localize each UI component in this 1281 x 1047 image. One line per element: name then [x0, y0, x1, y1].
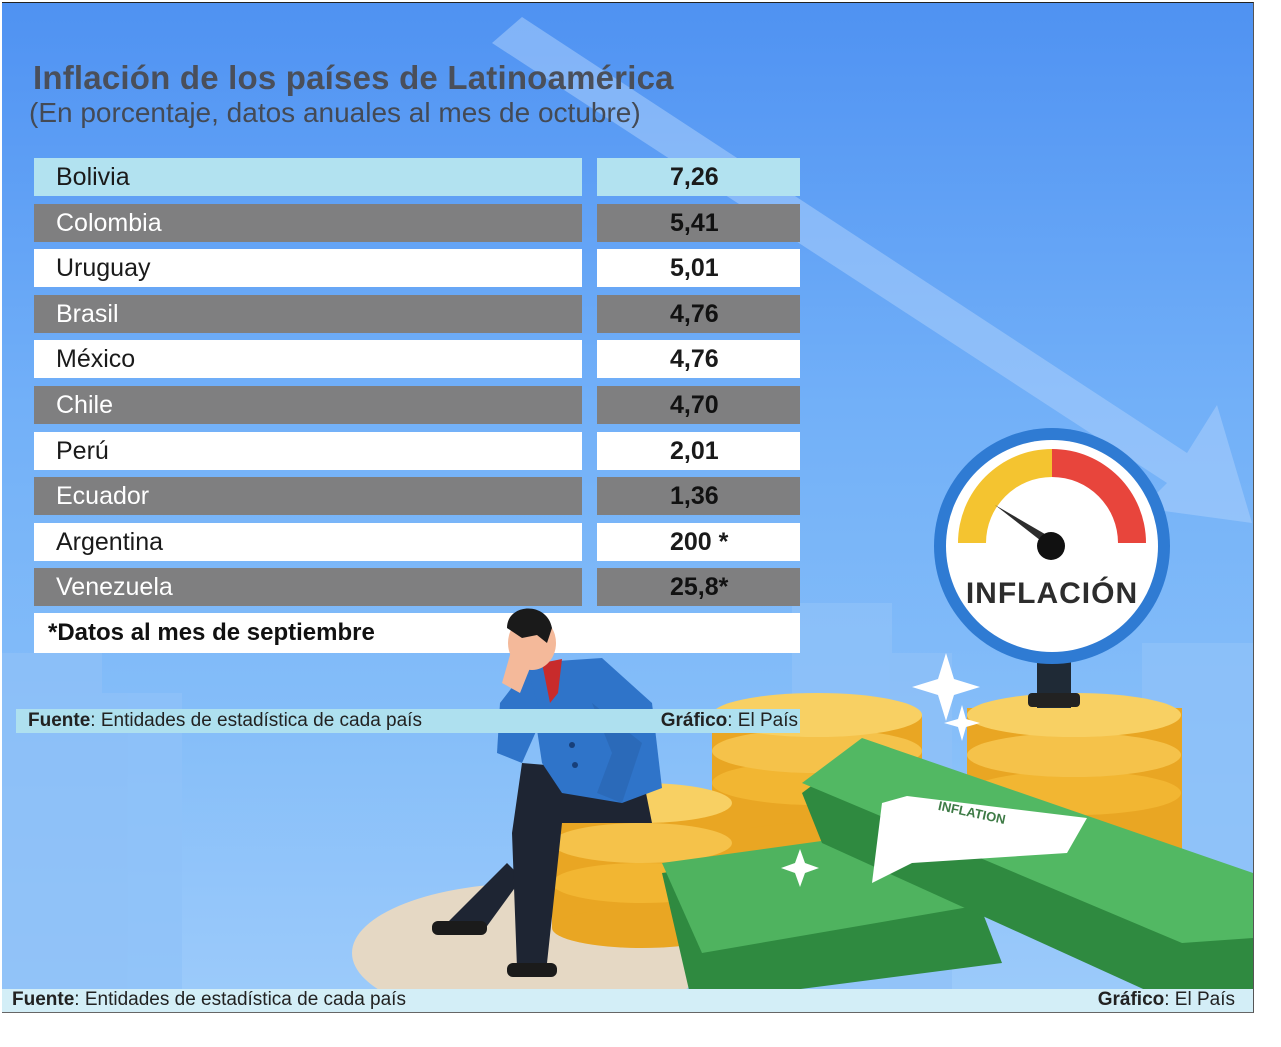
country-label: Brasil — [56, 300, 119, 328]
credit-key: Gráfico — [660, 710, 728, 731]
country-cell: Venezuela — [34, 568, 582, 606]
country-cell: Bolivia — [34, 158, 582, 196]
credit-line: Gráfico: El País — [661, 710, 798, 732]
table-row: Uruguay 5,01 — [34, 249, 800, 287]
table-row: Perú 2,01 — [34, 432, 800, 470]
country-cell: Perú — [34, 432, 582, 470]
value-cell: 4,76 — [597, 295, 800, 333]
table-row: Chile 4,70 — [34, 386, 800, 424]
footer-source-key: Fuente — [12, 989, 75, 1010]
inflation-value: 25,8* — [670, 573, 729, 601]
value-cell: 4,76 — [597, 340, 800, 378]
table-footnote: *Datos al mes de septiembre — [34, 613, 800, 653]
country-label: Colombia — [56, 209, 162, 237]
country-label: Perú — [56, 437, 109, 465]
value-cell: 2,01 — [597, 432, 800, 470]
value-cell: 1,36 — [597, 477, 800, 515]
country-cell: Chile — [34, 386, 582, 424]
table-row: Venezuela 25,8* — [34, 568, 800, 606]
table-row: Argentina 200 * — [34, 523, 800, 561]
country-label: Uruguay — [56, 254, 151, 282]
source-text: : Entidades de estadística de cada país — [90, 710, 422, 731]
foreground-illustration: INFLATION — [432, 428, 1253, 1003]
country-cell: Uruguay — [34, 249, 582, 287]
footer-bar: Fuente: Entidades de estadística de cada… — [2, 989, 1253, 1012]
inflation-value: 4,76 — [670, 300, 719, 328]
inflation-value: 5,41 — [670, 209, 719, 237]
country-label: Ecuador — [56, 482, 150, 510]
footnote-text: *Datos al mes de septiembre — [48, 619, 375, 646]
table-row: Brasil 4,76 — [34, 295, 800, 333]
country-label: Bolivia — [56, 163, 130, 191]
inflation-value: 4,76 — [670, 345, 719, 373]
source-key: Fuente — [28, 710, 91, 731]
inflation-value: 7,26 — [670, 163, 719, 191]
country-label: Argentina — [56, 528, 164, 556]
value-cell: 4,70 — [597, 386, 800, 424]
source-credit-box: Fuente: Entidades de estadística de cada… — [16, 709, 800, 733]
footer-credit: Gráfico: El País — [1098, 989, 1235, 1011]
chart-title: Inflación de los países de Latinoamérica — [33, 59, 674, 96]
gauge-label: INFLACIÓN — [965, 577, 1139, 610]
sparkle-icons — [781, 653, 980, 887]
inflation-value: 4,70 — [670, 391, 719, 419]
inflation-gauge — [934, 428, 1170, 708]
credit-text: : El País — [727, 710, 798, 731]
value-cell: 200 * — [597, 523, 800, 561]
table-row: Ecuador 1,36 — [34, 477, 800, 515]
country-cell: Ecuador — [34, 477, 582, 515]
inflation-value: 200 * — [670, 528, 729, 556]
country-label: Chile — [56, 391, 113, 419]
footer-source: Fuente: Entidades de estadística de cada… — [12, 989, 406, 1011]
country-cell: Colombia — [34, 204, 582, 242]
inflation-value: 2,01 — [670, 437, 719, 465]
country-label: Venezuela — [56, 573, 173, 601]
inflation-value: 5,01 — [670, 254, 719, 282]
country-cell: Argentina — [34, 523, 582, 561]
value-cell: 5,01 — [597, 249, 800, 287]
money-stack-right — [802, 738, 1253, 993]
country-cell: Brasil — [34, 295, 582, 333]
table-row: Bolivia 7,26 — [34, 158, 800, 196]
footer-credit-key: Gráfico — [1097, 989, 1165, 1010]
value-cell: 25,8* — [597, 568, 800, 606]
country-label: México — [56, 345, 136, 373]
footer-credit-text: : El País — [1164, 989, 1235, 1010]
chart-subtitle: (En porcentaje, datos anuales al mes de … — [29, 97, 641, 128]
background-trend-arrow — [492, 17, 1252, 523]
country-cell: México — [34, 340, 582, 378]
source-line: Fuente: Entidades de estadística de cada… — [28, 710, 422, 732]
inflation-value: 1,36 — [670, 482, 719, 510]
table-row: Colombia 5,41 — [34, 204, 800, 242]
infographic: Inflación de los países de Latinoamérica… — [2, 2, 1254, 1013]
value-cell: 7,26 — [597, 158, 800, 196]
table-row: México 4,76 — [34, 340, 800, 378]
value-cell: 5,41 — [597, 204, 800, 242]
footer-source-text: : Entidades de estadística de cada país — [74, 989, 406, 1010]
